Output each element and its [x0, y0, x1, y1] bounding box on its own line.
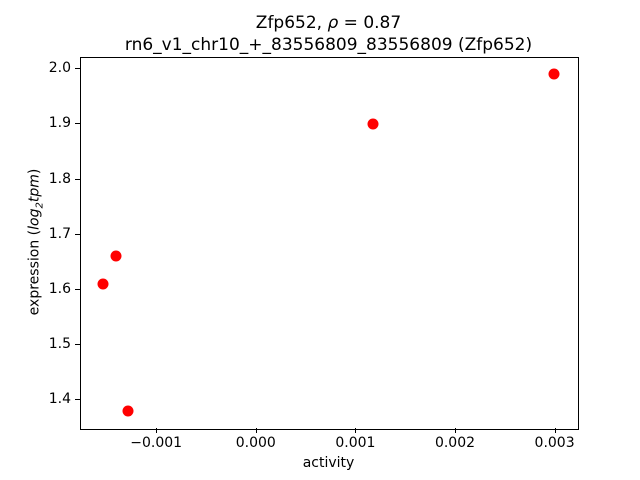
x-tick-label: 0.001: [335, 435, 376, 451]
y-tick-mark: [75, 178, 80, 180]
x-tick-mark: [156, 427, 158, 433]
chart-title: Zfp652, ρ = 0.87: [80, 12, 577, 34]
y-tick-mark: [75, 344, 80, 345]
y-tick-label: 1.9: [48, 115, 71, 132]
title-separator: ,: [316, 13, 328, 33]
title-rho-value: = 0.87: [338, 13, 402, 33]
chart-subtitle: rn6_v1_chr10_+_83556809_83556809 (Zfp652…: [124, 35, 533, 55]
data-point: [97, 278, 109, 290]
ylabel-subscript: 2: [34, 202, 46, 209]
y-tick-label: 1.7: [48, 225, 71, 242]
x-tick-label: 0.002: [434, 435, 476, 451]
y-tick-label: 1.8: [48, 170, 71, 187]
data-point: [110, 250, 122, 262]
data-point: [367, 118, 379, 130]
x-axis-label: activity: [302, 455, 355, 471]
y-tick-label: 1.5: [48, 336, 71, 352]
y-tick-mark: [75, 123, 80, 125]
x-tick-mark: [454, 427, 456, 433]
y-tick-label: 1.6: [48, 280, 71, 297]
x-tick-mark: [355, 427, 357, 433]
x-tick-mark: [255, 427, 257, 433]
y-tick-label: 2.0: [48, 60, 71, 77]
y-tick-mark: [75, 288, 80, 290]
y-tick-label: 1.4: [48, 391, 71, 408]
data-point: [548, 68, 560, 80]
x-tick-mark: [554, 427, 556, 433]
title-gene: Zfp652: [255, 13, 317, 33]
plot-area: [80, 57, 579, 430]
x-tick-label: 0.000: [235, 435, 276, 451]
y-tick-mark: [75, 399, 80, 401]
data-point: [122, 405, 134, 417]
y-tick-mark: [75, 233, 80, 235]
title-block: Zfp652, ρ = 0.87 rn6_v1_chr10_+_83556809…: [80, 12, 577, 56]
y-tick-mark: [75, 68, 80, 70]
x-tick-label: 0.003: [534, 435, 575, 451]
rho-symbol: ρ: [327, 13, 339, 33]
x-tick-label: −0.001: [130, 435, 183, 451]
